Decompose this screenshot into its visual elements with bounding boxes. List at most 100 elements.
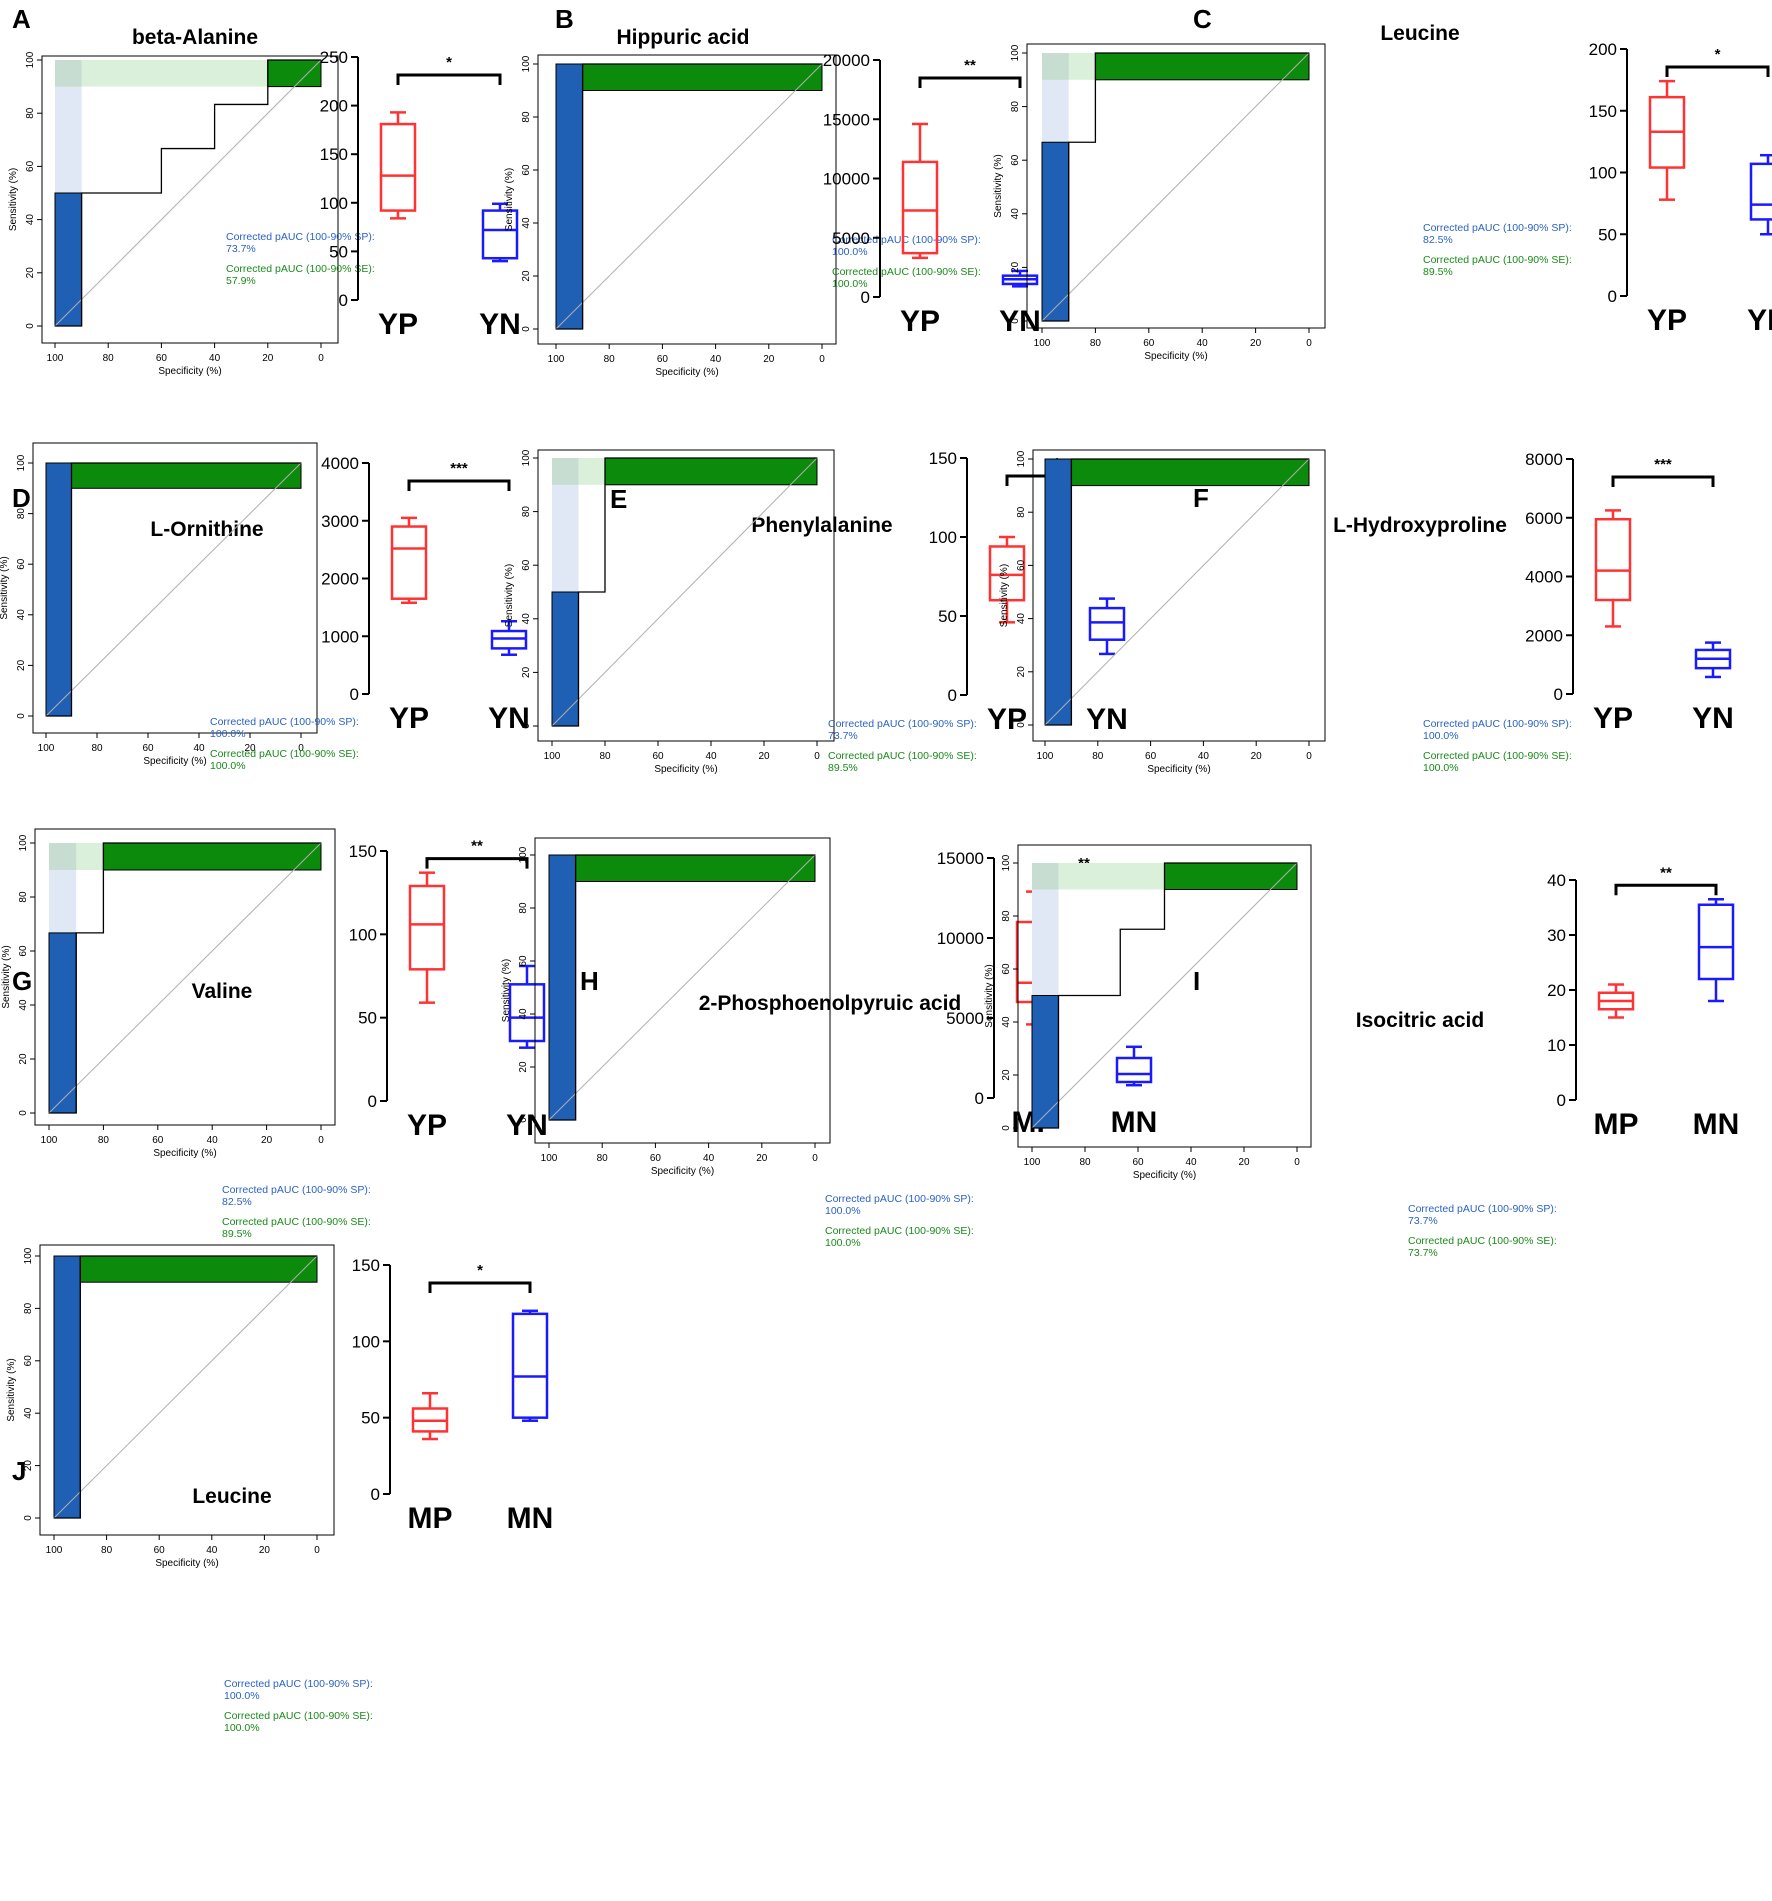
roc-x-tick-label: 80 [91, 743, 103, 754]
roc-x-tick-label: 80 [1092, 751, 1104, 762]
pauc-sp-value: 100.0% [832, 246, 868, 258]
panel-title: Leucine [192, 1485, 271, 1508]
roc-y-tick-label: 60 [1016, 559, 1027, 571]
roc-sp-pauc-area [1041, 141, 1070, 322]
roc-y-tick-label: 100 [521, 55, 532, 72]
roc-y-tick-label: 60 [16, 558, 27, 570]
box-yp [390, 516, 428, 605]
roc-x-tick-label: 100 [1037, 751, 1054, 762]
pauc-se-label: Corrected pAUC (100-90% SE): [1408, 1235, 1557, 1247]
significance-bracket [918, 76, 1022, 88]
roc-x-tick-label: 40 [1197, 338, 1209, 349]
panel-title: Valine [192, 980, 253, 1003]
roc-y-tick-label: 0 [23, 1515, 34, 1521]
box-y-tick-label: 150 [1589, 102, 1617, 121]
roc-y-axis-label: Sensitivity (%) [504, 168, 515, 231]
box-y-tick-label: 20000 [823, 51, 870, 70]
box-iqr [1088, 606, 1126, 641]
significance-bracket [407, 479, 511, 491]
roc-y-tick-label: 0 [16, 713, 27, 719]
panel-a: Abeta-Alanine100100808060604040202000Spe… [8, 4, 521, 377]
roc-y-axis-label: Sensitivity (%) [501, 959, 512, 1022]
pauc-se-label: Corrected pAUC (100-90% SE): [828, 750, 977, 762]
panel-h: H2-Phosphoenolpyruic acid100100808060604… [501, 837, 1157, 1249]
roc-frame [1026, 43, 1326, 329]
roc-x-tick-label: 80 [1079, 1157, 1091, 1168]
box-group-label: YP [378, 308, 418, 341]
roc-se-pauc-area [575, 854, 816, 882]
box-y-tick-label: 0 [368, 1092, 377, 1111]
box-y-tick-label: 100 [352, 1332, 380, 1351]
box-y-tick-label: 10000 [823, 170, 870, 189]
box-yp [901, 122, 939, 260]
box-y-tick-label: 1000 [321, 627, 359, 646]
box-yp [1594, 509, 1632, 628]
roc-x-tick-label: 60 [652, 751, 664, 762]
roc-x-tick-label: 80 [1090, 338, 1102, 349]
roc-x-axis-label: Specificity (%) [153, 1148, 216, 1159]
panel-c: C Leucine100100808060604040202000Specific… [993, 4, 1772, 362]
roc-y-tick-label: 60 [18, 945, 29, 957]
box-iqr [379, 122, 417, 212]
roc-frame [41, 55, 339, 344]
roc-y-tick-label: 20 [521, 270, 532, 282]
roc-y-tick-label: 0 [521, 326, 532, 332]
pauc-se-label: Corrected pAUC (100-90% SE): [825, 1225, 974, 1237]
roc-x-tick-label: 20 [1238, 1157, 1250, 1168]
box-y-tick-label: 10000 [937, 929, 984, 948]
roc-x-tick-label: 40 [209, 353, 221, 364]
roc-diagonal [53, 1255, 318, 1519]
pauc-sp-label: Corrected pAUC (100-90% SP): [210, 716, 359, 728]
roc-x-tick-label: 20 [261, 1135, 273, 1146]
roc-frame [537, 54, 837, 345]
pauc-sp-label: Corrected pAUC (100-90% SP): [825, 1193, 974, 1205]
roc-overlap-region [49, 843, 77, 870]
roc-sp-pauc-area [48, 932, 77, 1114]
roc-se-pauc-area [79, 1255, 318, 1283]
box-y-tick-label: 10 [1547, 1036, 1566, 1055]
roc-x-tick-label: 80 [604, 354, 616, 365]
box-group-label: YP [987, 703, 1027, 736]
roc-y-axis-label: Sensitivity (%) [6, 1358, 17, 1421]
box-group-label: MP [1594, 1108, 1639, 1141]
roc-y-axis-label: Sensitivity (%) [8, 168, 19, 231]
box-yn [481, 202, 519, 263]
roc-y-tick-label: 80 [18, 891, 29, 903]
box-group-label: MN [507, 1502, 554, 1535]
roc-curve [549, 854, 815, 1121]
significance-bracket [1665, 65, 1770, 77]
roc-curve [556, 63, 822, 330]
roc-y-axis-label: Sensitivity (%) [504, 564, 515, 627]
roc-y-axis-label: Sensitivity (%) [993, 154, 1004, 217]
roc-y-tick-label: 80 [1010, 101, 1021, 113]
pauc-se-value: 89.5% [828, 762, 858, 774]
box-y-tick-label: 3000 [321, 512, 359, 531]
roc-y-axis-label: Sensitivity (%) [999, 564, 1010, 627]
roc-y-tick-label: 60 [23, 1355, 34, 1367]
pauc-sp-label: Corrected pAUC (100-90% SP): [1408, 1203, 1557, 1215]
roc-y-tick-label: 100 [25, 51, 36, 68]
panel-title: Isocitric acid [1356, 1009, 1484, 1032]
roc-se-pauc-area [102, 842, 322, 871]
panel-title: Leucine [1380, 22, 1459, 45]
roc-y-tick-label: 40 [1010, 208, 1021, 220]
roc-sp-pauc-area [1044, 458, 1072, 726]
roc-x-axis-label: Specificity (%) [155, 1558, 218, 1569]
roc-x-tick-label: 40 [193, 743, 205, 754]
box-y-tick-label: 100 [349, 925, 377, 944]
panel-letter: J [12, 1456, 26, 1486]
pauc-sp-value: 73.7% [828, 730, 858, 742]
box-y-tick-label: 50 [938, 607, 957, 626]
roc-x-tick-label: 100 [41, 1135, 58, 1146]
roc-se-pauc-area [267, 59, 322, 88]
box-group-label: YN [1086, 703, 1128, 736]
box-y-tick-label: 15000 [937, 849, 984, 868]
roc-diagonal [1031, 862, 1298, 1129]
box-yn [1001, 269, 1039, 288]
roc-diagonal [48, 842, 322, 1114]
roc-y-tick-label: 0 [1016, 722, 1027, 728]
roc-y-tick-label: 100 [16, 454, 27, 471]
roc-y-tick-label: 20 [18, 1053, 29, 1065]
box-group-label: YN [488, 702, 530, 735]
roc-overlap-region [552, 458, 579, 485]
